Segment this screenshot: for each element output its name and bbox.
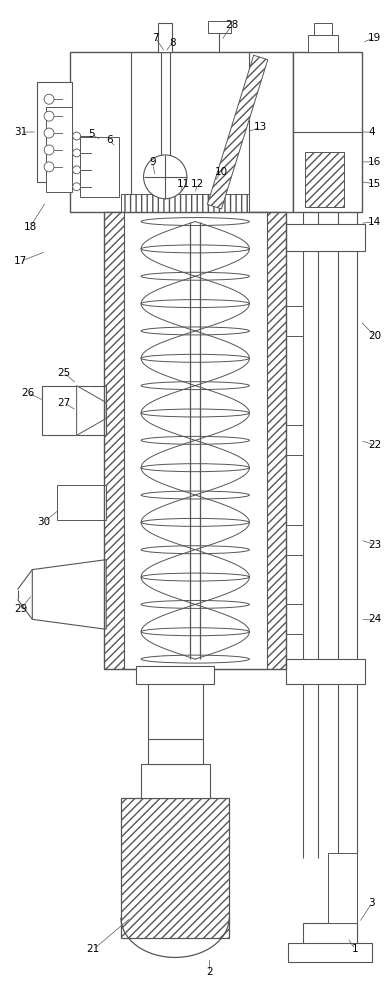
Bar xyxy=(308,35,337,52)
Text: 23: 23 xyxy=(368,540,381,550)
Text: 14: 14 xyxy=(368,217,381,227)
Bar xyxy=(314,23,332,35)
Text: 16: 16 xyxy=(368,157,381,167)
Bar xyxy=(286,224,365,251)
Text: 12: 12 xyxy=(191,179,204,189)
Bar xyxy=(293,52,362,212)
Bar xyxy=(286,306,303,336)
Text: 19: 19 xyxy=(368,33,381,43)
Bar xyxy=(104,212,124,669)
Bar xyxy=(286,425,303,455)
Text: 28: 28 xyxy=(225,20,239,30)
Text: 30: 30 xyxy=(37,517,51,527)
Bar xyxy=(37,82,72,182)
Text: 4: 4 xyxy=(369,127,375,137)
Bar xyxy=(328,853,357,923)
Polygon shape xyxy=(32,560,106,629)
Bar xyxy=(136,666,215,684)
Text: 31: 31 xyxy=(14,127,27,137)
Bar xyxy=(124,212,267,669)
Bar xyxy=(80,137,119,197)
Circle shape xyxy=(73,132,81,140)
Circle shape xyxy=(44,128,54,138)
Text: 7: 7 xyxy=(152,33,159,43)
Bar xyxy=(121,194,249,212)
Text: 6: 6 xyxy=(106,135,112,145)
Bar xyxy=(46,107,72,192)
Text: 10: 10 xyxy=(215,167,228,177)
Bar xyxy=(208,21,231,33)
Text: 29: 29 xyxy=(14,604,27,614)
Text: 3: 3 xyxy=(369,898,375,908)
Bar xyxy=(286,525,303,555)
Text: 25: 25 xyxy=(57,368,70,378)
Text: 17: 17 xyxy=(14,256,27,266)
Text: 26: 26 xyxy=(21,388,34,398)
Circle shape xyxy=(44,162,54,172)
Bar xyxy=(70,52,293,212)
Circle shape xyxy=(44,145,54,155)
Bar xyxy=(303,923,357,948)
Circle shape xyxy=(73,166,81,174)
Circle shape xyxy=(73,183,81,191)
Bar xyxy=(286,659,365,684)
Text: 15: 15 xyxy=(368,179,381,189)
Bar xyxy=(104,212,286,669)
Text: 11: 11 xyxy=(176,179,190,189)
Bar xyxy=(288,943,372,962)
Text: 20: 20 xyxy=(368,331,381,341)
Bar xyxy=(121,798,229,938)
Bar xyxy=(141,764,210,798)
Text: 18: 18 xyxy=(24,222,37,232)
Text: 5: 5 xyxy=(88,129,95,139)
Bar xyxy=(149,739,203,764)
Bar xyxy=(57,485,106,520)
Polygon shape xyxy=(76,386,106,435)
Text: 13: 13 xyxy=(254,122,267,132)
Bar xyxy=(286,604,303,634)
Circle shape xyxy=(44,94,54,104)
Text: 21: 21 xyxy=(87,944,100,954)
Text: 2: 2 xyxy=(206,967,213,977)
Text: 22: 22 xyxy=(368,440,381,450)
Bar xyxy=(305,152,344,207)
Text: 24: 24 xyxy=(368,614,381,624)
Text: 1: 1 xyxy=(352,944,359,954)
Polygon shape xyxy=(207,55,268,209)
Circle shape xyxy=(73,149,81,157)
Circle shape xyxy=(44,111,54,121)
Text: 8: 8 xyxy=(169,38,175,48)
Text: 9: 9 xyxy=(149,157,156,167)
Text: 27: 27 xyxy=(57,398,70,408)
Bar xyxy=(158,23,172,52)
Bar xyxy=(267,212,286,669)
Circle shape xyxy=(144,155,187,199)
Bar xyxy=(42,386,106,435)
